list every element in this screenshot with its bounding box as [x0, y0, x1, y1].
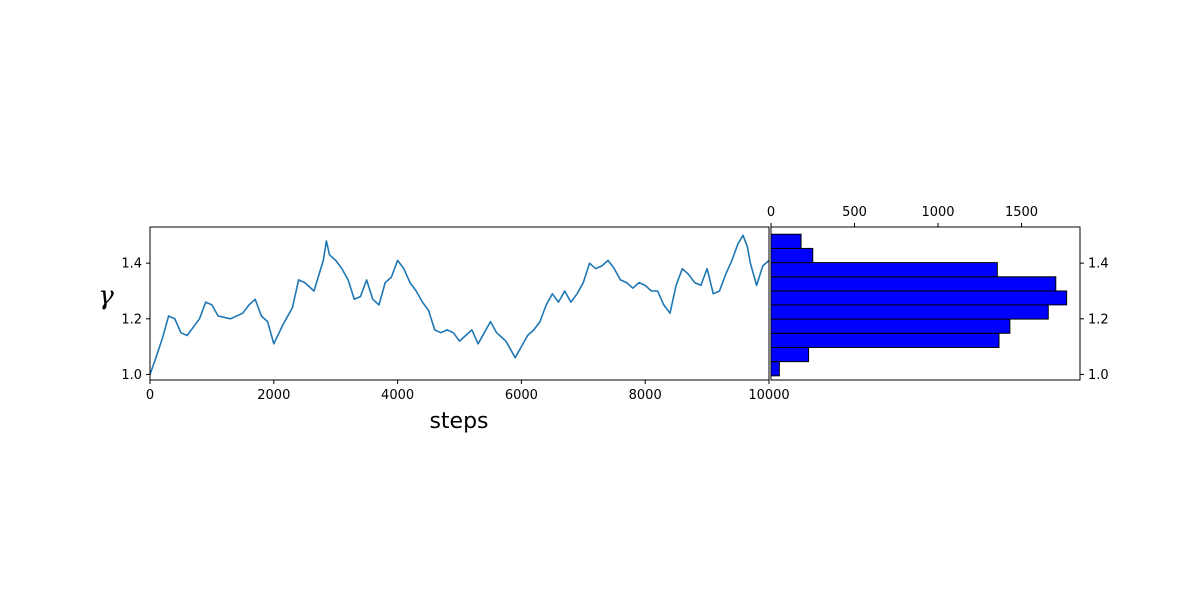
- histogram-bar: [770, 247, 814, 264]
- x-tick-label: 6000: [505, 388, 538, 403]
- histogram-bar: [770, 346, 810, 363]
- histogram-frame: [770, 226, 1081, 381]
- x-axis-title: steps: [429, 409, 488, 434]
- histogram-bar: [770, 233, 802, 249]
- y-tick-label: 1.2: [121, 312, 142, 327]
- x-tick-label: 8000: [629, 388, 662, 403]
- hist-x-tick-label: 500: [842, 205, 867, 220]
- trace-line: [149, 234, 770, 375]
- x-tick-label: 10000: [748, 388, 789, 403]
- hist-x-tick-label: 1500: [1005, 205, 1038, 220]
- histogram-bar: [770, 332, 1000, 348]
- hist-x-tick-label: 1000: [921, 205, 954, 220]
- histogram-bar: [770, 318, 1011, 334]
- histogram-bar: [770, 290, 1068, 306]
- histogram-plot: 0 500 1000 1500 1.0 1.2 1.4: [767, 205, 1109, 383]
- hist-y-tick-label: 1.0: [1088, 368, 1109, 383]
- trace-plot: 0 2000 4000 6000 8000 10000 1.0 1.2 1.4 steps γ: [98, 226, 790, 434]
- histogram-bar: [770, 276, 1057, 292]
- x-tick-label: 4000: [381, 388, 414, 403]
- hist-y-tick-label: 1.2: [1088, 312, 1109, 327]
- histogram-bar: [770, 304, 1049, 320]
- histogram-bar: [770, 361, 780, 377]
- x-tick-label: 0: [146, 388, 154, 403]
- hist-x-tick-label: 0: [767, 205, 775, 220]
- y-tick-label: 1.4: [121, 257, 142, 272]
- x-tick-label: 2000: [257, 388, 290, 403]
- y-axis-title: γ: [98, 281, 114, 311]
- histogram-bar: [770, 262, 998, 278]
- hist-y-tick-label: 1.4: [1088, 257, 1109, 272]
- trace-plot-frame: [149, 226, 770, 381]
- y-tick-label: 1.0: [121, 368, 142, 383]
